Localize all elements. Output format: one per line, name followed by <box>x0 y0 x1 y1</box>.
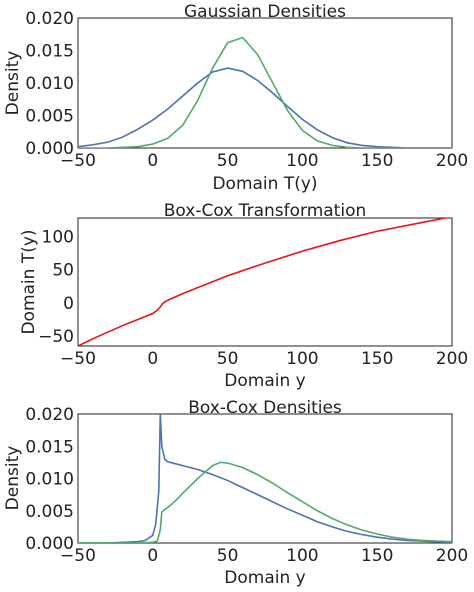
x-tick-label: −50 <box>60 546 96 566</box>
series-line-1 <box>78 414 452 543</box>
x-tick-label: −50 <box>60 349 96 369</box>
chart-title: Gaussian Densities <box>184 2 346 22</box>
x-tick-label: 100 <box>286 151 318 171</box>
series-line-1 <box>78 218 450 346</box>
panel-gaussian-densities: Gaussian Densities Domain T(y) Density −… <box>3 2 468 194</box>
y-tick-label: 0 <box>63 294 74 314</box>
y-axis-label: Density <box>3 446 23 511</box>
panel-box-cox-transformation: Box-Cox Transformation Domain y Domain T… <box>19 201 468 391</box>
x-tick-label: 50 <box>217 546 239 566</box>
x-tick-label: 100 <box>286 349 318 369</box>
x-tick-label: 200 <box>436 151 468 171</box>
x-tick-label: 0 <box>147 349 158 369</box>
plot-frame <box>77 17 453 149</box>
x-tick-label: 150 <box>361 349 393 369</box>
y-tick-label: 0.010 <box>25 74 74 94</box>
y-tick-label: 0.000 <box>25 534 74 554</box>
y-tick-label: 0.015 <box>25 437 74 457</box>
x-tick-label: 150 <box>361 546 393 566</box>
chart-title: Box-Cox Densities <box>188 398 342 418</box>
x-tick-label: 0 <box>147 151 158 171</box>
x-tick-label: 200 <box>436 546 468 566</box>
y-axis-label: Domain T(y) <box>19 229 39 334</box>
panel-box-cox-densities: Box-Cox Densities Domain y Density −50 0 5… <box>3 398 468 588</box>
x-tick-label: −50 <box>60 151 96 171</box>
x-tick-label: 0 <box>147 546 158 566</box>
chart-title: Box-Cox Transformation <box>164 201 367 221</box>
x-axis-label: Domain y <box>224 371 305 391</box>
y-tick-label: 0.020 <box>25 405 74 425</box>
y-tick-label: 0.020 <box>25 9 74 29</box>
y-tick-label: 50 <box>52 261 74 281</box>
y-tick-label: 0.000 <box>25 139 74 159</box>
x-tick-label: 100 <box>286 546 318 566</box>
x-axis-label: Domain y <box>224 568 305 588</box>
y-tick-label: 0.010 <box>25 470 74 490</box>
x-tick-label: 150 <box>361 151 393 171</box>
x-axis-label: Domain T(y) <box>212 174 317 194</box>
x-tick-label: 50 <box>217 151 239 171</box>
x-tick-label: 50 <box>217 349 239 369</box>
x-tick-label: 200 <box>436 349 468 369</box>
y-tick-label: 0.015 <box>25 42 74 62</box>
y-tick-label: 0.005 <box>25 107 74 127</box>
plot-frame <box>77 217 453 347</box>
series-line-2 <box>78 36 452 148</box>
y-tick-label: 100 <box>42 228 74 248</box>
y-tick-label: 0.005 <box>25 502 74 522</box>
y-tick-label: −50 <box>38 327 74 347</box>
y-axis-label: Density <box>3 51 23 116</box>
series-line-2 <box>78 461 452 543</box>
